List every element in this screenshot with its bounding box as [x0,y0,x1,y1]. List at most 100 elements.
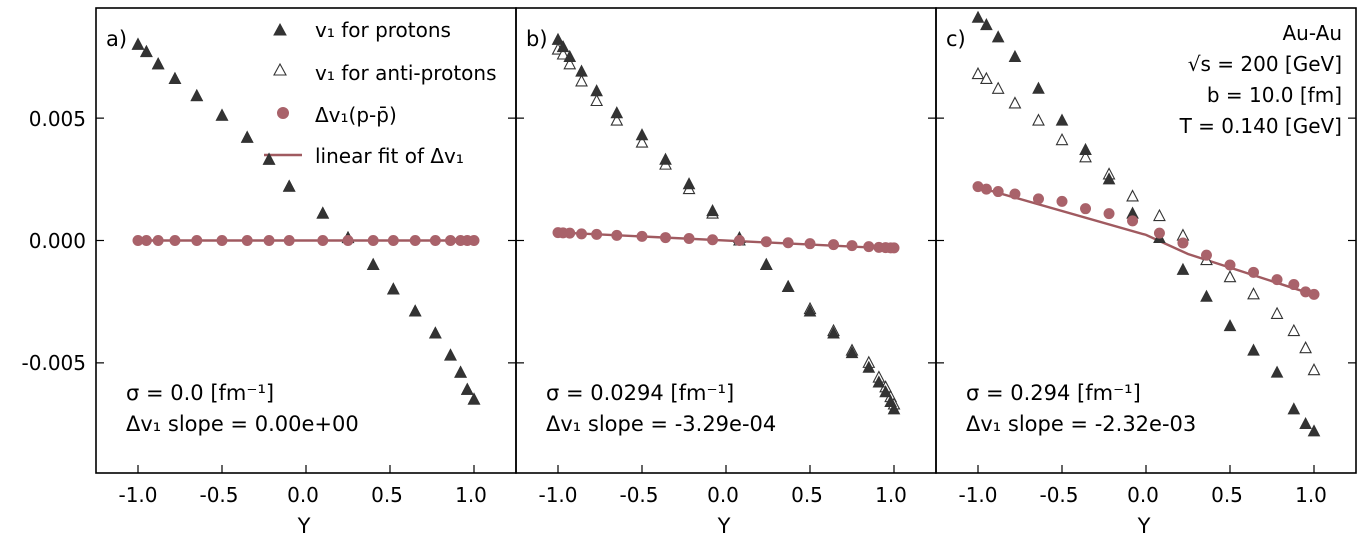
panel-b-proton-point [556,40,570,53]
panel-c-proton-point [991,30,1005,43]
panel-c-delta-point [992,186,1004,198]
panel-c-delta-point [1009,188,1021,200]
panel-b-proton-point [575,64,588,77]
panel-c-anti-proton-point [1307,363,1321,376]
panel-b-slope: Δv₁ slope = -3.29e-04 [546,412,776,436]
panel-b-proton-point [610,106,624,119]
panel-a-proton-point [460,382,474,395]
legend-protons-marker [273,22,287,36]
panel-c-anti-proton-point [1032,113,1045,126]
panel-c-proton-point [1176,262,1190,275]
panel-c-x-tick-neg1.0: -1.0 [958,483,997,507]
y-tick-label-0.005: 0.005 [29,107,86,131]
panel-a-delta-point [409,235,421,246]
panel-c-label: c) [946,27,966,51]
panel-a-delta-point [468,235,480,246]
panel-c-delta-point [1288,279,1300,291]
panel-c-delta-point [980,183,992,195]
panel-c-proton-point [1200,289,1213,302]
panel-a-proton-point [215,108,229,121]
panel-b-x-tick-1.0: 1.0 [875,483,907,507]
legend-anti-protons-label: v₁ for anti-protons [315,61,497,85]
panel-b-delta-point [707,234,719,246]
panel-c-proton-point [1270,365,1284,378]
panel-b-sigma: σ = 0.0294 [fm⁻¹] [546,381,734,405]
panel-a-proton-point [282,179,296,192]
panel-c-proton-point [1032,81,1045,94]
panel-c-delta-point [1308,288,1320,300]
panel-c-anti-proton-point [1299,340,1313,354]
panel-b-proton-point [635,128,649,141]
panel-b-delta-point [846,240,858,252]
panel-b-delta-point [804,238,816,250]
panel-b-delta-point [782,237,794,249]
panel-b-delta-point [683,233,695,245]
panel-c-anti-proton-point [1287,323,1301,337]
panel-b-delta-point [760,236,772,248]
panel-b-x-tick-0.5: 0.5 [791,483,823,507]
panel-a-proton-point [387,282,400,295]
panel-c-anti-proton-point [979,71,993,85]
panel-c-anti-proton-point [1223,270,1237,283]
panel-b-x-tick-neg1.0: -1.0 [538,483,577,507]
panel-a-x-tick-1.0: 1.0 [455,483,487,507]
panel-c-delta-point [1153,227,1165,239]
panel-a-x-tick-0.0: 0.0 [287,483,319,507]
panel-a-delta-point [367,235,379,246]
panel-c-sigma: σ = 0.294 [fm⁻¹] [966,381,1141,405]
panel-a-x-tick-neg1.0: -1.0 [118,483,157,507]
panel-a-delta-point [283,235,295,246]
panel-c-anti-proton-point [1247,287,1260,300]
panel-c-x-tick-neg0.5: -0.5 [1039,483,1078,507]
panel-b-label: b) [526,27,548,51]
legend-anti-protons-marker [273,62,287,76]
panel-b-delta-point [863,241,875,253]
panel-b-anti-proton-point [556,47,570,60]
legend-delta-label: Δv₁(p-p̄) [315,103,397,127]
panel-a-proton-point [151,57,165,70]
panel-a-proton-point [454,365,467,378]
legend-protons-label: v₁ for protons [315,18,451,42]
y-tick-label-neg-0.005: -0.005 [22,351,86,375]
panel-a-proton-point [366,257,380,270]
panel-a-x-tick-neg0.5: -0.5 [199,483,238,507]
panel-c-proton-point [1223,319,1237,332]
panel-b-delta-point [888,242,900,254]
panel-a-sigma: σ = 0.0 [fm⁻¹] [126,381,274,405]
panel-b-proton-point [827,326,840,339]
panel-c-slope: Δv₁ slope = -2.32e-03 [966,412,1196,436]
panel-c-x-tick-0.5: 0.5 [1211,483,1243,507]
panel-c-anti-proton-point [1008,96,1022,109]
panel-a-xlabel: Y [297,514,311,537]
panel-c-delta-point [1080,203,1092,215]
panel-a-proton-point [408,304,422,317]
panel-a-delta-point [444,235,456,246]
panel-c-delta-point [1248,266,1260,278]
legend-fit-label: linear fit of Δv₁ [315,144,464,168]
panel-c-fit-line [977,185,1315,296]
panel-b-proton-point [845,346,859,359]
panel-c-delta-point [1127,215,1139,227]
panel-b-delta-point [733,235,745,246]
panel-a-delta-point [342,235,354,246]
panel-a-delta-point [169,235,181,246]
panel-a-delta-point [140,235,152,246]
panel-a-proton-point [467,392,481,405]
panel-a-delta-point [216,235,228,246]
chart-marks [96,10,1356,473]
panel-b-delta-point [564,227,576,239]
panel-c-x-tick-0.0: 0.0 [1127,483,1159,507]
panel-b-x-tick-neg0.5: -0.5 [619,483,658,507]
panel-a-proton-point [316,206,330,219]
panel-b-xlabel: Y [717,514,731,537]
panel-b-proton-point [803,304,817,317]
panel-c-x-tick-1.0: 1.0 [1295,483,1327,507]
panel-a-delta-point [152,235,164,246]
panel-a-proton-point [240,130,254,143]
panel-c-delta-point [1271,274,1283,286]
panel-b-anti-proton-point [575,74,588,87]
legend: v₁ for protons v₁ for anti-protons Δv₁(p… [264,18,497,168]
panel-b-x-tick-0.0: 0.0 [707,483,739,507]
collision-system-label: Au-Au [1283,21,1343,45]
panel-c-anti-proton-point [1055,132,1069,146]
